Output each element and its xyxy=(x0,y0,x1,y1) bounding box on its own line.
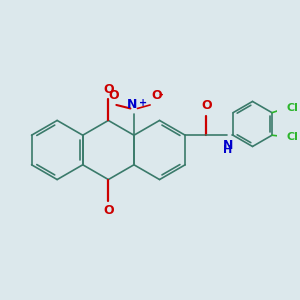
Text: N: N xyxy=(223,139,233,152)
Text: O: O xyxy=(103,204,114,217)
Text: O: O xyxy=(108,89,119,102)
Text: -: - xyxy=(159,89,163,99)
Text: O: O xyxy=(103,83,114,96)
Text: O: O xyxy=(201,99,211,112)
Text: Cl: Cl xyxy=(287,103,299,113)
Text: +: + xyxy=(139,98,147,109)
Text: N: N xyxy=(128,98,138,111)
Text: H: H xyxy=(224,145,233,155)
Text: O: O xyxy=(152,89,162,102)
Text: Cl: Cl xyxy=(287,132,299,142)
